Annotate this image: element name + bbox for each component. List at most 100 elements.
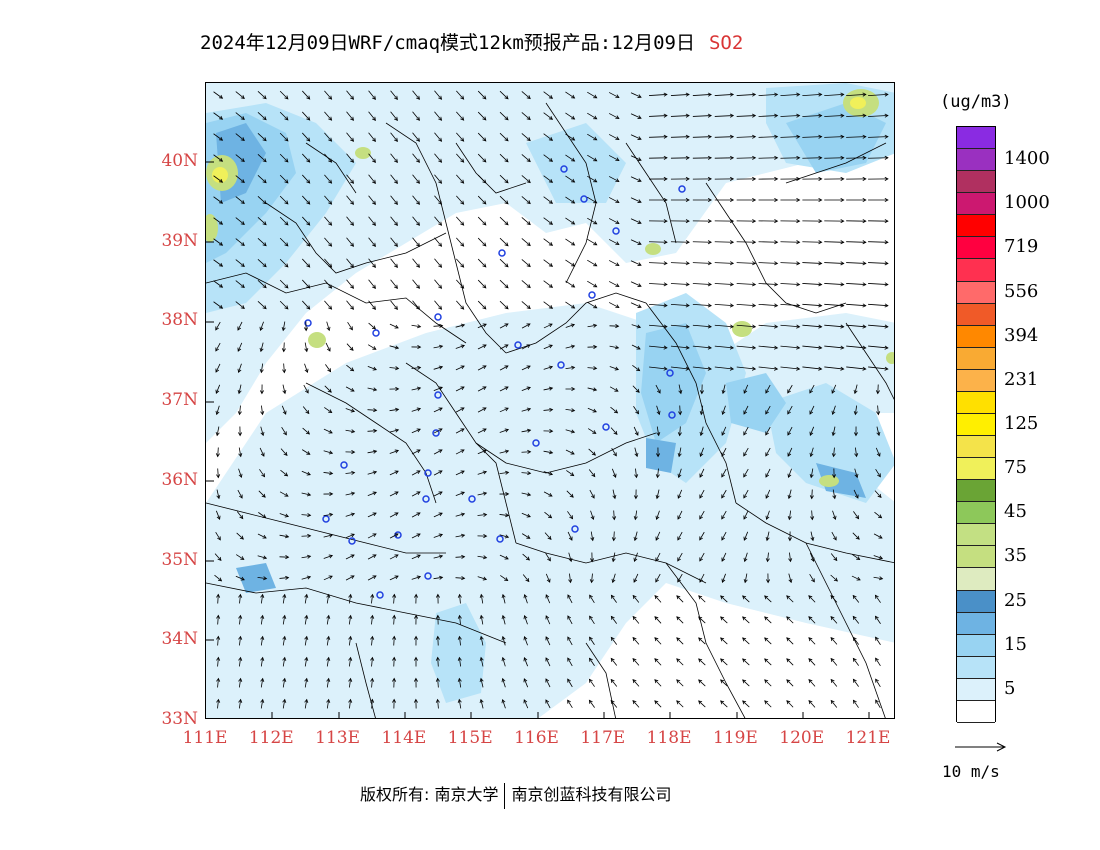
wind-arrow-icon: [324, 237, 333, 247]
wind-arrow-icon: [235, 280, 245, 289]
wind-arrow-icon: [260, 593, 265, 604]
wind-arrow-icon: [543, 280, 554, 288]
wind-arrow-icon: [780, 282, 801, 287]
wind-arrow-icon: [608, 218, 620, 225]
wind-arrow-icon: [258, 512, 267, 519]
wind-arrow-icon: [868, 113, 889, 118]
wind-arrow-icon: [780, 366, 801, 371]
wind-arrow-icon: [235, 196, 245, 205]
wind-arrow-icon: [670, 92, 690, 97]
concentration-map[interactable]: [205, 82, 895, 719]
wind-arrow-icon: [824, 282, 845, 287]
wind-arrow-icon: [281, 342, 286, 353]
wind-arrow-icon: [699, 531, 705, 541]
wind-arrow-icon: [324, 300, 333, 310]
lon-label-115E: 115E: [447, 728, 493, 748]
wind-arrow-icon: [736, 113, 757, 118]
wind-arrow-icon: [456, 132, 465, 142]
wind-arrow-icon: [655, 447, 661, 458]
wind-arrow-icon: [758, 197, 779, 203]
wind-arrow-icon: [301, 533, 312, 538]
wind-arrow-icon: [324, 111, 333, 121]
wind-arrow-icon: [545, 573, 551, 583]
wind-arrow-icon: [346, 258, 355, 268]
wind-arrow-icon: [758, 176, 779, 181]
wind-arrow-icon: [670, 197, 690, 203]
wind-arrow-icon: [786, 637, 794, 645]
wind-arrow-icon: [567, 636, 573, 646]
wind-arrow-icon: [324, 407, 333, 414]
wind-arrow-icon: [413, 698, 418, 709]
wind-arrow-icon: [326, 321, 331, 332]
wind-arrow-icon: [742, 616, 750, 624]
wind-arrow-icon: [367, 387, 378, 392]
wind-arrow-icon: [587, 366, 598, 371]
lon-label-117E: 117E: [580, 728, 626, 748]
wind-arrow-icon: [670, 113, 690, 118]
wind-arrow-icon: [692, 282, 712, 287]
wind-arrow-icon: [500, 575, 509, 582]
wind-arrow-icon: [676, 595, 684, 603]
wind-arrow-icon: [587, 154, 598, 162]
wind-arrow-icon: [434, 132, 443, 142]
legend-swatch: [957, 656, 995, 679]
wind-arrow-icon: [630, 302, 642, 308]
wind-arrow-icon: [304, 635, 309, 646]
wind-arrow-icon: [787, 384, 793, 394]
wind-arrow-icon: [389, 407, 400, 412]
wind-arrow-icon: [852, 615, 860, 624]
wind-arrow-icon: [304, 698, 309, 709]
wind-arrow-icon: [323, 554, 334, 559]
copyright-footer: 版权所有: 南京大学 南京创蓝科技有限公司: [360, 781, 672, 809]
wind-arrow-icon: [523, 678, 529, 688]
wind-arrow-icon: [565, 323, 576, 328]
wind-arrow-icon: [216, 635, 221, 646]
wind-arrow-icon: [545, 594, 551, 604]
wind-arrow-icon: [676, 616, 684, 624]
wind-arrow-icon: [699, 573, 705, 583]
wind-arrow-icon: [851, 575, 861, 581]
wind-arrow-icon: [543, 91, 554, 99]
wind-arrow-icon: [216, 677, 221, 688]
wind-arrow-icon: [433, 407, 443, 413]
wind-arrow-icon: [301, 554, 312, 559]
wind-arrow-icon: [853, 405, 858, 416]
wind-arrow-icon: [435, 593, 440, 604]
wind-arrow-icon: [523, 635, 528, 646]
wind-arrow-icon: [764, 679, 772, 687]
wind-arrow-icon: [435, 635, 440, 646]
wind-arrow-icon: [699, 447, 704, 457]
wind-arrow-icon: [802, 303, 823, 308]
wind-arrow-icon: [543, 344, 553, 350]
wind-arrow-icon: [499, 491, 510, 497]
wind-arrow-icon: [324, 132, 333, 142]
wind-arrow-icon: [567, 678, 573, 688]
wind-arrow-icon: [433, 386, 443, 392]
wind-arrow-icon: [435, 698, 440, 709]
wind-arrow-icon: [566, 490, 574, 498]
wind-arrow-icon: [654, 595, 662, 603]
wind-arrow-icon: [238, 593, 243, 604]
wind-arrow-icon: [433, 554, 444, 559]
wind-arrow-icon: [802, 366, 823, 371]
wind-arrow-icon: [764, 658, 772, 666]
wind-arrow-icon: [802, 261, 823, 266]
wind-arrow-icon: [235, 301, 245, 310]
wind-arrow-icon: [743, 489, 749, 499]
wind-arrow-icon: [610, 594, 617, 603]
wind-arrow-icon: [692, 155, 712, 160]
wind-arrow-icon: [455, 554, 466, 559]
wind-arrow-icon: [765, 510, 770, 521]
wind-arrow-icon: [736, 219, 757, 224]
wind-arrow-icon: [692, 197, 712, 203]
wind-arrow-icon: [477, 365, 487, 371]
legend-swatch: [957, 325, 995, 348]
color-legend: [956, 126, 996, 723]
wind-arrow-icon: [765, 552, 770, 563]
wind-arrow-icon: [830, 574, 838, 582]
wind-arrow-icon: [567, 511, 574, 520]
wind-arrow-icon: [477, 300, 487, 310]
wind-arrow-icon: [714, 303, 735, 308]
wind-arrow-icon: [433, 470, 443, 476]
wind-arrow-icon: [324, 153, 333, 163]
